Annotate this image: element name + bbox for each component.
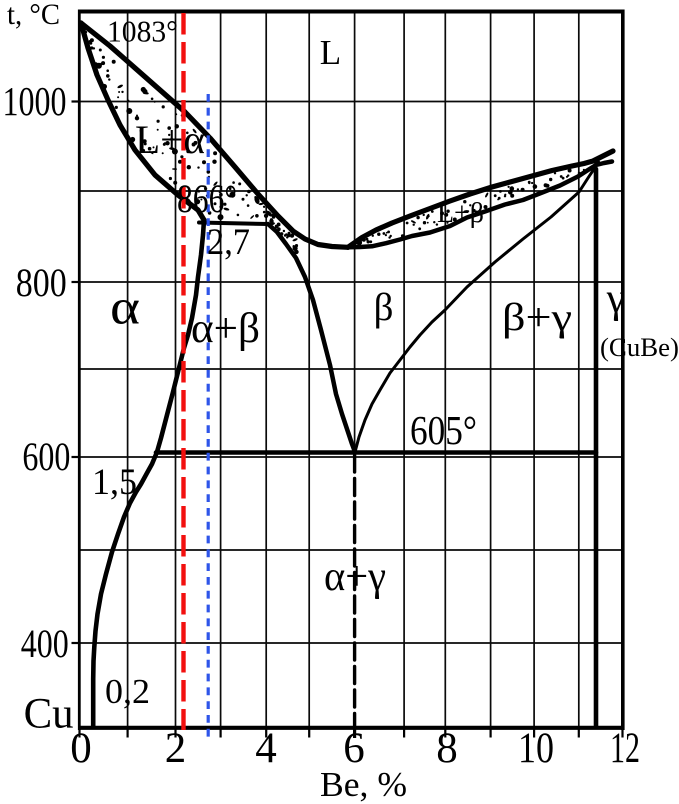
svg-text:α: α: [110, 279, 140, 335]
svg-text:2,7: 2,7: [207, 222, 250, 263]
svg-text:Cu: Cu: [24, 691, 74, 738]
svg-text:Be, %: Be, %: [320, 765, 407, 804]
svg-text:β+γ: β+γ: [502, 296, 572, 339]
svg-text:10: 10: [518, 725, 554, 772]
svg-text:t, °C: t, °C: [7, 0, 60, 31]
svg-text:L+β: L+β: [437, 197, 484, 229]
svg-text:L+α: L+α: [135, 117, 205, 162]
svg-text:2: 2: [165, 725, 187, 772]
svg-text:(CuBe): (CuBe): [600, 333, 679, 362]
svg-text:866°: 866°: [177, 176, 237, 221]
svg-text:1083°: 1083°: [107, 14, 178, 49]
svg-text:0: 0: [70, 725, 92, 772]
svg-text:4: 4: [255, 725, 277, 772]
svg-text:0,2: 0,2: [105, 672, 150, 711]
svg-text:1000: 1000: [3, 78, 67, 124]
svg-text:L: L: [320, 33, 341, 72]
svg-text:γ: γ: [606, 276, 626, 322]
svg-text:8: 8: [436, 725, 458, 772]
svg-text:6: 6: [343, 725, 365, 772]
svg-text:α+γ: α+γ: [324, 554, 386, 600]
svg-text:605°: 605°: [410, 407, 477, 453]
svg-text:1,5: 1,5: [92, 462, 137, 503]
svg-text:β: β: [374, 286, 394, 329]
svg-text:600: 600: [22, 434, 70, 479]
svg-text:800: 800: [16, 260, 67, 305]
svg-text:12: 12: [610, 725, 640, 772]
svg-text:400: 400: [21, 621, 69, 666]
svg-text:α+β: α+β: [191, 306, 260, 352]
